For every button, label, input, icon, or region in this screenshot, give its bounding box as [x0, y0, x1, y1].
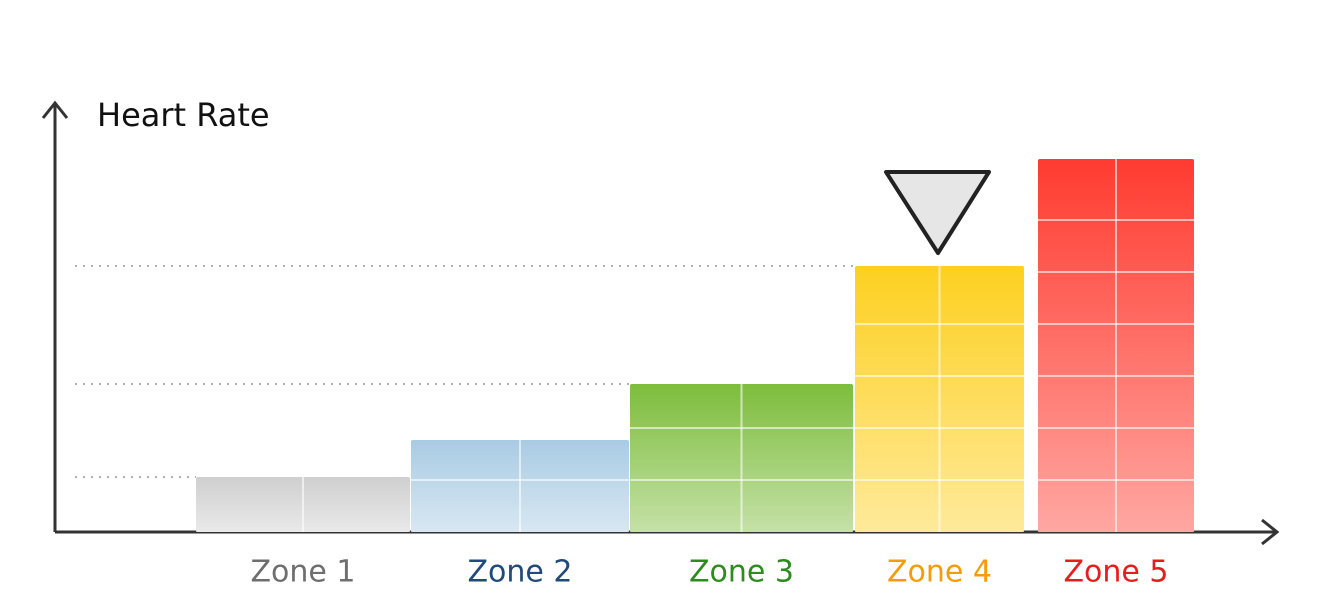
y-axis-label: Heart Rate: [97, 96, 270, 134]
x-tick-label: Zone 5: [1064, 555, 1169, 590]
y-axis-arrow: [41, 100, 69, 119]
x-axis-arrow: [1261, 518, 1280, 546]
x-tick-label: Zone 3: [689, 555, 794, 590]
x-tick-label: Zone 2: [468, 555, 573, 590]
x-tick-label: Zone 1: [251, 555, 356, 590]
bars: Zone 1 Zone 2 Zone 3 Zone 4 Zone 5: [196, 159, 1194, 590]
x-tick-label: Zone 4: [887, 555, 992, 590]
current-zone-marker: [884, 170, 991, 255]
